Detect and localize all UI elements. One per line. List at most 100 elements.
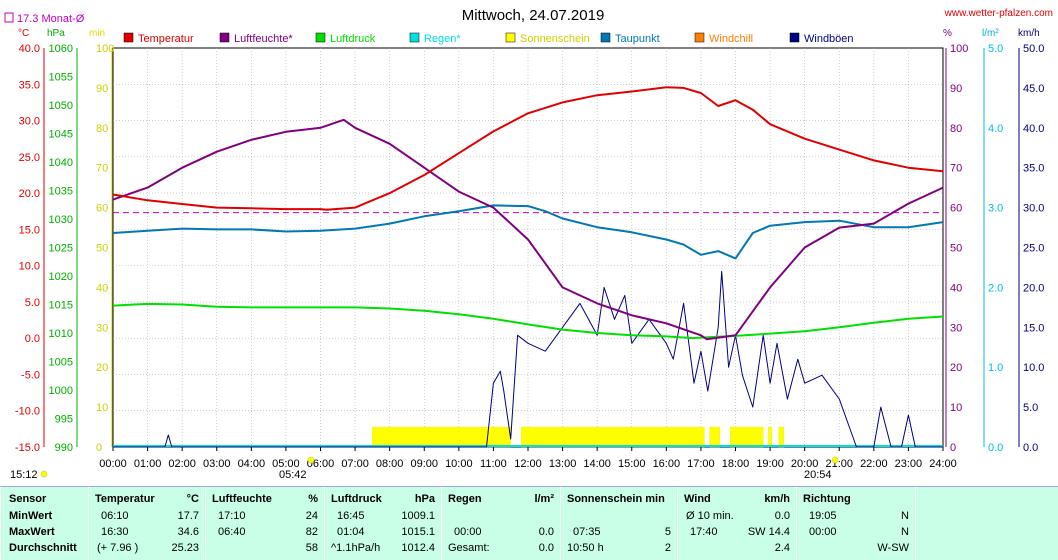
axis-tick-hum: 20 xyxy=(950,362,962,374)
axis-tick-sun: 80 xyxy=(96,123,108,135)
hdr-press: Luftdruck xyxy=(331,493,382,505)
col-temperature: Temperatur °C 06:10 17.7 16:30 34.6 (+ 7… xyxy=(88,487,205,560)
axis-tick-hum: 40 xyxy=(950,282,962,294)
sun-total-duration: 10:50 h xyxy=(567,542,604,554)
statistics-table: Sensor MinWert MaxWert Durchschnitt Temp… xyxy=(0,486,1058,560)
x-tick-label: 08:00 xyxy=(376,458,404,470)
series-luftdruck xyxy=(112,302,944,340)
axis-tick-press: 990 xyxy=(55,442,73,454)
temp-min-time: 06:10 xyxy=(101,510,129,522)
dir-avg-value: W-SW xyxy=(877,542,909,554)
legend-label: Windchill xyxy=(709,33,753,45)
axis-tick-press: 1020 xyxy=(49,271,73,283)
axis-tick-sun: 70 xyxy=(96,163,108,175)
col-pressure: Luftdruck hPa 16:45 1009.1 01:04 1015.1 … xyxy=(324,487,441,560)
x-tick-label: 07:00 xyxy=(341,458,369,470)
row-label-avg: Durchschnitt xyxy=(9,542,77,554)
axis-tick-temp: 35.0 xyxy=(19,79,40,91)
hum-min-value: 24 xyxy=(305,510,318,522)
axis-tick-press: 1030 xyxy=(49,214,73,226)
rain-max-time: 00:00 xyxy=(454,526,482,538)
sunset-label: 20:54 xyxy=(804,469,832,481)
sunshine-bar xyxy=(778,426,785,448)
legend-swatch xyxy=(123,32,134,43)
hdr-hum: Luftfeuchte xyxy=(212,493,272,505)
sunshine-bar xyxy=(768,426,772,448)
legend-swatch xyxy=(505,32,516,43)
axis-tick-wind: 5.0 xyxy=(1023,402,1038,414)
axis-tick-press: 1015 xyxy=(49,300,73,312)
press-min-value: 1009.1 xyxy=(401,510,435,522)
axis-tick-press: 1045 xyxy=(49,129,73,141)
axis-tick-temp: -5.0 xyxy=(21,369,40,381)
sunset-marker xyxy=(831,456,839,464)
x-tick-label: 09:00 xyxy=(410,458,438,470)
unit-sun: min xyxy=(89,28,105,39)
hdr-dir: Richtung xyxy=(803,493,851,505)
series-temperatur xyxy=(112,86,944,211)
sunshine-bar xyxy=(709,426,721,448)
sunrise-label: 05:42 xyxy=(279,469,307,481)
axis-tick-wind: 40.0 xyxy=(1023,123,1044,135)
legend-label: Sonnenschein xyxy=(520,33,590,45)
axis-tick-wind: 0.0 xyxy=(1023,442,1038,454)
axis-tick-temp: -10.0 xyxy=(15,406,40,418)
axis-tick-temp: 0.0 xyxy=(25,333,40,345)
axis-tick-temp: 25.0 xyxy=(19,152,40,164)
axis-tick-temp: 10.0 xyxy=(19,261,40,273)
sunshine-bar xyxy=(520,426,705,448)
axis-tick-rain: 3.0 xyxy=(988,203,1003,215)
axis-tick-wind: 50.0 xyxy=(1023,43,1044,55)
sunshine-bar xyxy=(730,426,764,448)
temp-min-value: 17.7 xyxy=(177,510,199,522)
hdr-rain-unit: l/m² xyxy=(534,493,554,505)
hdr-temp: Temperatur xyxy=(95,493,155,505)
x-tick-label: 22:00 xyxy=(860,458,888,470)
legend-label: Regen* xyxy=(424,33,461,45)
legend-label: Luftfeuchte* xyxy=(234,33,293,45)
axis-tick-hum: 80 xyxy=(950,123,962,135)
axis-tick-press: 1000 xyxy=(49,385,73,397)
col-rain: Regen l/m² 00:00 0.0 Gesamt: 0.0 xyxy=(441,487,560,560)
legend-label: Windböen xyxy=(804,33,854,45)
hdr-sensor: Sensor xyxy=(9,493,47,505)
corner-sun-marker xyxy=(40,470,48,478)
axis-tick-sun: 10 xyxy=(96,402,108,414)
axis-tick-hum: 30 xyxy=(950,322,962,334)
col-empty xyxy=(915,487,1058,560)
sunshine-bar xyxy=(372,426,511,448)
axis-tick-sun: 60 xyxy=(96,203,108,215)
axis-tick-press: 1050 xyxy=(49,100,73,112)
source-url: www.wetter-pfalzen.com xyxy=(944,8,1053,19)
legend-label: Taupunkt xyxy=(615,33,660,45)
axis-tick-wind: 20.0 xyxy=(1023,282,1044,294)
axis-tick-press: 1035 xyxy=(49,186,73,198)
sun-max-time: 07:35 xyxy=(573,526,601,538)
legend-swatch xyxy=(219,32,230,43)
axis-tick-temp: 40.0 xyxy=(19,43,40,55)
axis-tick-hum: 70 xyxy=(950,163,962,175)
wind-max-time: 17:40 xyxy=(690,526,718,538)
row-label-min: MinWert xyxy=(9,510,53,522)
axis-tick-sun: 100 xyxy=(96,43,114,55)
hdr-wind-unit: km/h xyxy=(764,493,790,505)
monthly-avg-icon xyxy=(4,12,14,23)
x-tick-label: 17:00 xyxy=(687,458,715,470)
temp-max-value: 34.6 xyxy=(177,526,199,538)
x-tick-label: 00:00 xyxy=(99,458,127,470)
unit-hum: % xyxy=(943,28,952,39)
axis-tick-hum: 50 xyxy=(950,243,962,255)
x-tick-label: 14:00 xyxy=(583,458,611,470)
press-avg-trend: ^1.1hPa/h xyxy=(331,542,381,554)
x-tick-label: 15:00 xyxy=(618,458,646,470)
x-tick-label: 13:00 xyxy=(549,458,577,470)
legend-swatch xyxy=(315,32,326,43)
axis-tick-sun: 90 xyxy=(96,83,108,95)
axis-tick-wind: 15.0 xyxy=(1023,322,1044,334)
axis-tick-rain: 0.0 xyxy=(988,442,1003,454)
x-tick-label: 16:00 xyxy=(653,458,681,470)
axis-tick-sun: 50 xyxy=(96,243,108,255)
wind-min-label: Ø 10 min. xyxy=(686,510,734,522)
x-tick-label: 18:00 xyxy=(722,458,750,470)
axis-tick-wind: 10.0 xyxy=(1023,362,1044,374)
